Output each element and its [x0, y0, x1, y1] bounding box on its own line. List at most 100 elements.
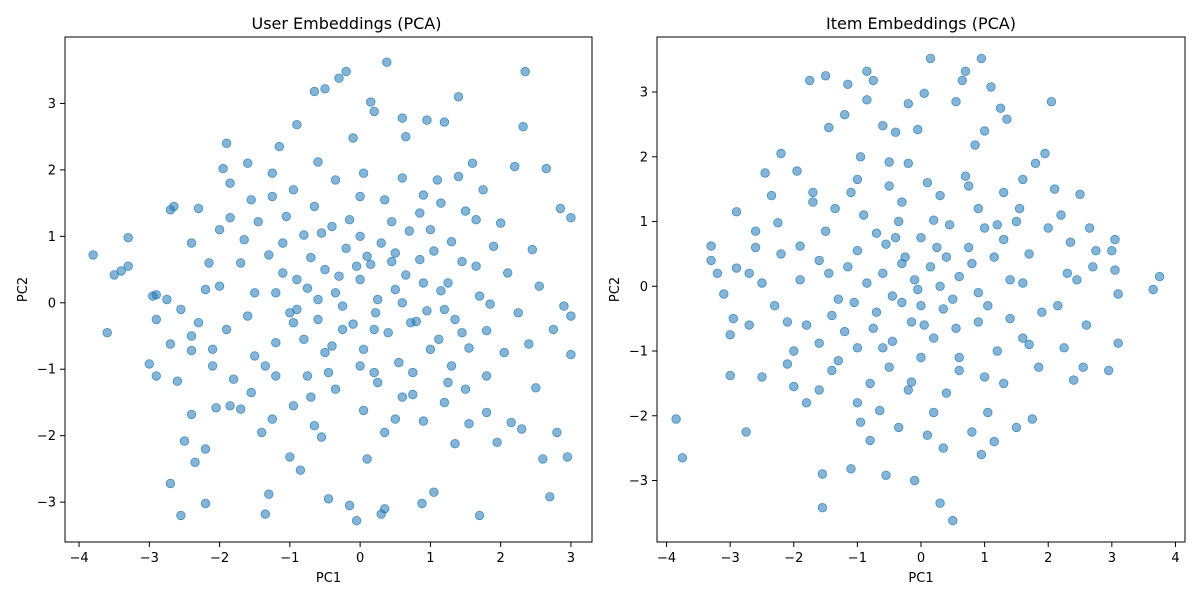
user-embeddings-x-ticks: −4 −3 −2 −1 0 1 2 3: [69, 542, 575, 566]
item-embeddings-point-114: [795, 275, 805, 285]
item-embeddings-point-11: [744, 268, 754, 279]
user-embeddings-point-151: [383, 328, 393, 338]
item-embeddings-points: [671, 53, 1165, 526]
user-embeddings-point-182: [288, 401, 299, 411]
user-embeddings-y-tick-label: −3: [37, 496, 56, 511]
item-embeddings-point-158: [929, 333, 939, 343]
item-embeddings-point-47: [884, 157, 894, 167]
item-embeddings-y-tick-label: 1: [640, 215, 648, 230]
item-embeddings-point-126: [1018, 278, 1028, 288]
user-embeddings-point-54: [309, 86, 320, 97]
item-embeddings-point-97: [1065, 237, 1076, 247]
user-embeddings-point-216: [334, 271, 344, 281]
user-embeddings-point-143: [330, 288, 341, 298]
user-embeddings-point-219: [439, 304, 450, 315]
item-embeddings-point-25: [814, 338, 824, 348]
item-embeddings-point-9: [731, 263, 742, 273]
item-embeddings-x-tick-label: 1: [980, 551, 988, 566]
user-embeddings-point-139: [306, 252, 316, 263]
item-embeddings-point-116: [833, 294, 844, 304]
user-embeddings-x-tick-label: 2: [497, 551, 505, 566]
item-embeddings-point-33: [840, 109, 850, 120]
item-embeddings-point-147: [922, 177, 933, 188]
user-embeddings-point-119: [545, 492, 555, 502]
user-embeddings-point-205: [260, 361, 271, 371]
user-embeddings-point-43: [267, 168, 278, 178]
user-embeddings-point-114: [527, 244, 538, 255]
item-embeddings-point-153: [1043, 223, 1053, 233]
user-embeddings-point-9: [151, 371, 162, 381]
user-embeddings-point-27: [204, 258, 214, 268]
user-embeddings-y-tick-label: 1: [48, 230, 56, 245]
user-embeddings-point-32: [221, 138, 232, 149]
user-embeddings-points: [88, 57, 576, 526]
user-embeddings-point-45: [274, 141, 285, 152]
item-embeddings-point-14: [760, 168, 770, 178]
user-embeddings-point-62: [341, 66, 351, 77]
item-embeddings-point-180: [979, 223, 990, 233]
item-embeddings-point-111: [1110, 234, 1120, 245]
item-embeddings-point-0: [671, 414, 681, 424]
item-embeddings-point-26: [817, 503, 828, 513]
item-embeddings-point-192: [929, 407, 939, 418]
user-embeddings-point-200: [408, 367, 418, 378]
item-embeddings-point-128: [801, 320, 812, 330]
user-embeddings-point-6: [144, 359, 155, 369]
user-embeddings-y-tick-label: 3: [48, 97, 56, 112]
item-embeddings-y-tick-label: 3: [640, 86, 648, 101]
user-embeddings-y-label: PC2: [16, 277, 31, 302]
user-embeddings-point-74: [387, 256, 397, 267]
user-embeddings-point-116: [534, 281, 545, 291]
item-embeddings-point-165: [938, 304, 949, 314]
item-embeddings-point-15: [766, 190, 777, 201]
item-embeddings-point-29: [824, 122, 834, 133]
user-embeddings-point-129: [221, 324, 232, 335]
item-embeddings-point-175: [868, 323, 879, 334]
user-embeddings-point-36: [239, 234, 249, 245]
user-embeddings-point-0: [88, 250, 98, 260]
user-embeddings-point-147: [358, 344, 369, 355]
item-embeddings-point-167: [973, 288, 984, 298]
item-embeddings-point-37: [852, 174, 863, 185]
user-embeddings-point-85: [429, 487, 439, 497]
user-embeddings-point-159: [434, 334, 444, 345]
item-embeddings-point-48: [887, 336, 898, 347]
item-embeddings-point-174: [964, 242, 974, 253]
item-embeddings-point-176: [1005, 313, 1015, 324]
item-embeddings-point-40: [862, 95, 872, 105]
item-embeddings-point-28: [820, 71, 831, 81]
user-embeddings-point-192: [186, 238, 197, 248]
user-embeddings-point-153: [394, 357, 404, 368]
item-embeddings-point-98: [1068, 375, 1079, 385]
item-embeddings-point-162: [878, 268, 888, 279]
user-embeddings-point-61: [337, 324, 348, 335]
item-embeddings-point-10: [741, 427, 751, 437]
item-embeddings-point-123: [967, 258, 977, 269]
user-embeddings-y-tick-label: −1: [37, 363, 56, 378]
item-embeddings-point-127: [1037, 307, 1047, 317]
item-embeddings-point-45: [878, 120, 888, 131]
user-embeddings-point-132: [249, 288, 260, 298]
user-embeddings-point-21: [186, 345, 197, 356]
item-embeddings-point-125: [999, 234, 1009, 245]
user-embeddings-point-145: [348, 319, 358, 329]
user-embeddings-point-186: [380, 427, 390, 438]
user-embeddings-point-201: [425, 224, 436, 235]
user-embeddings-point-58: [323, 494, 334, 504]
item-embeddings-point-138: [992, 346, 1003, 356]
item-embeddings-point-146: [903, 385, 914, 395]
item-embeddings-point-16: [773, 218, 783, 228]
item-embeddings-x-tick-label: −4: [657, 551, 676, 566]
item-embeddings-point-53: [906, 377, 917, 387]
item-embeddings-point-129: [820, 226, 831, 236]
item-embeddings-point-39: [862, 66, 872, 77]
item-embeddings-point-32: [833, 356, 844, 366]
item-embeddings-point-184: [744, 320, 754, 330]
user-embeddings-point-16: [172, 376, 183, 386]
user-embeddings-point-2: [109, 270, 119, 280]
item-embeddings-panel: Item Embeddings (PCA) −4 −3 −2 −1 0 1 2 3 4 −3 −2…: [608, 14, 1186, 586]
user-embeddings-point-94: [460, 206, 471, 216]
user-embeddings-point-160: [443, 278, 453, 288]
user-embeddings-point-156: [415, 254, 425, 265]
user-embeddings-point-14: [165, 478, 176, 489]
